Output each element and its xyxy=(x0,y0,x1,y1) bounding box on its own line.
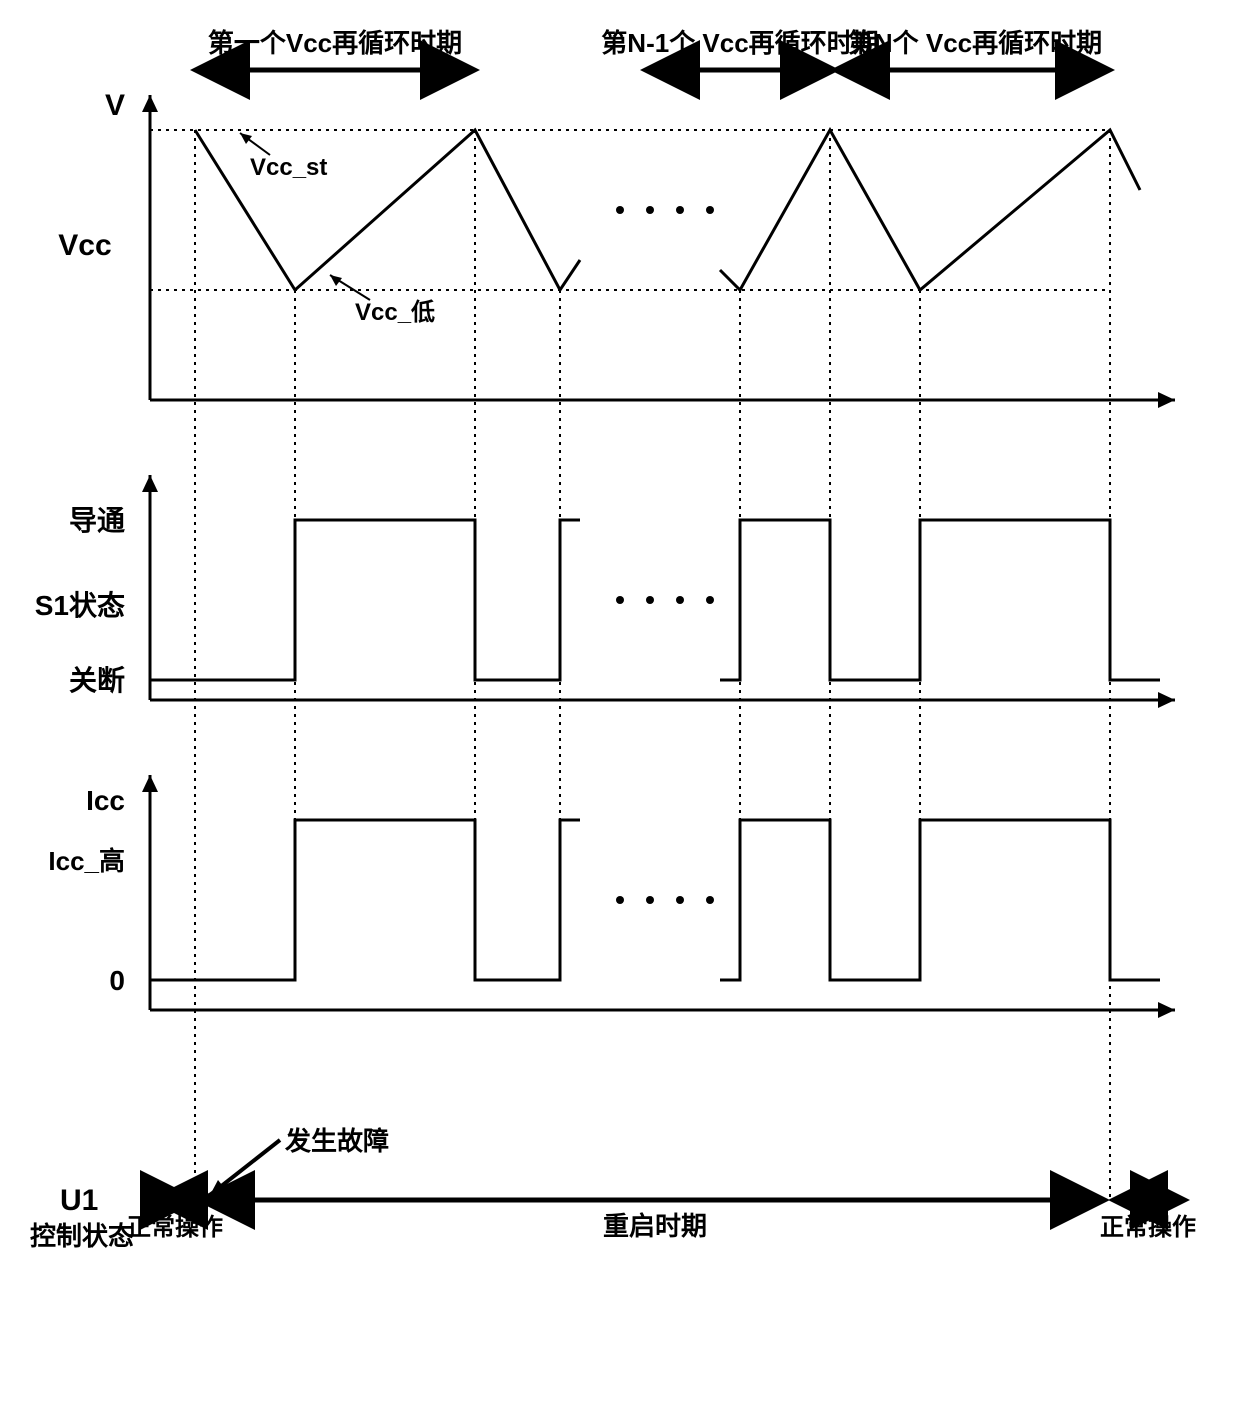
label-cycle-1: 第一个Vcc再循环时期 xyxy=(208,28,462,58)
u1-normal-left: 正常操作 xyxy=(127,1214,223,1241)
v-axis-label: V xyxy=(105,89,125,122)
fault-label: 发生故障 xyxy=(284,1126,389,1156)
u1-normal-right: 正常操作 xyxy=(1100,1214,1196,1241)
s1-waveform-2 xyxy=(720,520,1160,680)
icc-high-label: Icc_高 xyxy=(48,846,125,876)
s1-state-label: S1状态 xyxy=(35,590,125,621)
label-cycle-n1: 第N-1个 Vcc再循环时期 xyxy=(601,28,878,58)
s1-off-label: 关断 xyxy=(69,664,125,696)
vcc-label: Vcc xyxy=(58,229,111,262)
u1-label: U1 xyxy=(60,1184,98,1217)
label-cycle-n: 第N个 Vcc再循环时期 xyxy=(848,28,1102,58)
diagram-svg: 第一个Vcc再循环时期 第N-1个 Vcc再循环时期 第N个 Vcc再循环时期 … xyxy=(20,20,1220,1408)
icc-waveform xyxy=(150,820,580,980)
timing-diagram: 第一个Vcc再循环时期 第N-1个 Vcc再循环时期 第N个 Vcc再循环时期 … xyxy=(20,20,1220,1408)
icc-waveform-2 xyxy=(720,820,1160,980)
u1-restart: 重启时期 xyxy=(603,1211,707,1241)
vcc-waveform-2 xyxy=(720,130,1140,290)
icc-label: Icc xyxy=(86,785,125,816)
s1-waveform xyxy=(150,520,580,680)
s1-on-label: 导通 xyxy=(69,505,125,536)
icc-zero-label: 0 xyxy=(109,965,125,996)
vcc-low-label: Vcc_低 xyxy=(355,299,435,326)
u1-ctrl-label: 控制状态 xyxy=(30,1221,134,1251)
vcc-st-label: Vcc_st xyxy=(250,154,327,181)
